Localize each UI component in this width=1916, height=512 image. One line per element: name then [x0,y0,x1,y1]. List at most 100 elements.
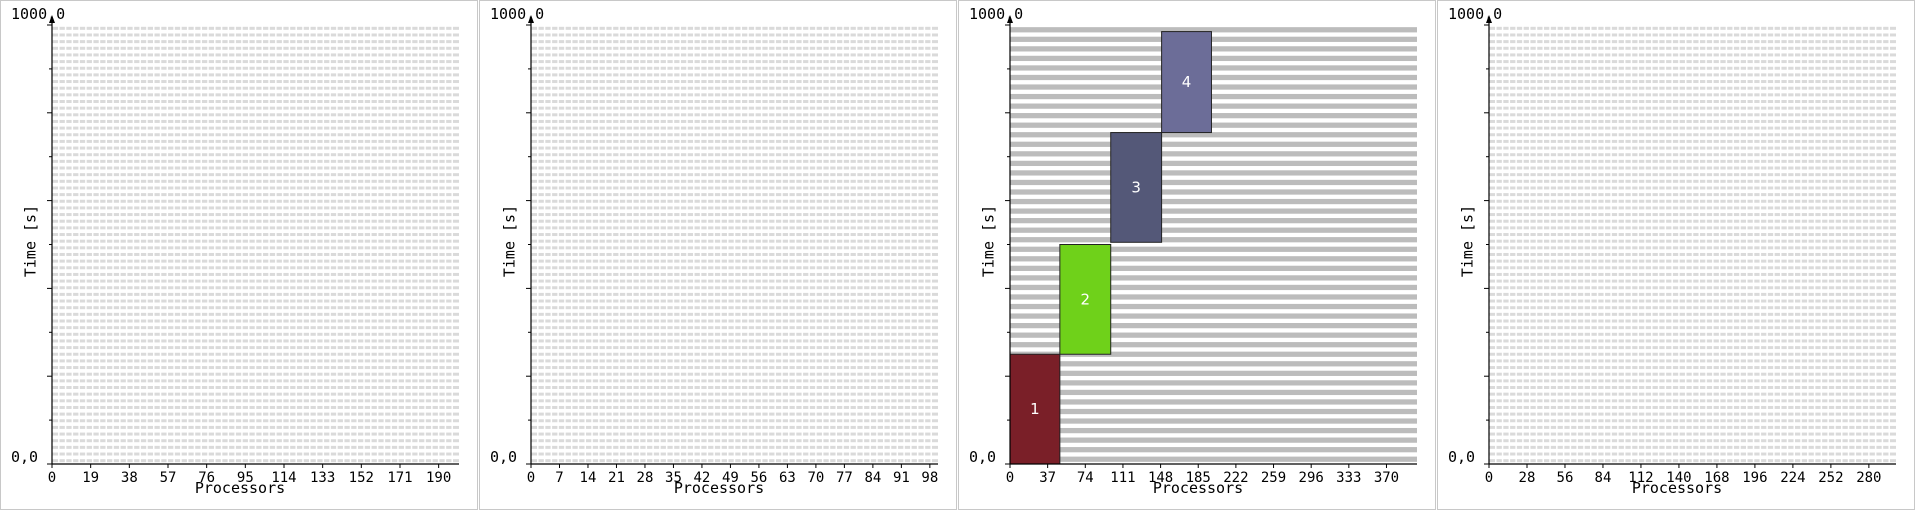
job-2-label: 2 [1081,290,1091,308]
x-tick-label: 98 [921,470,938,486]
x-axis-label: Processors [673,479,765,497]
x-tick-label: 171 [387,470,412,486]
chart-panel-1: 0 19 38 57 76 95 114 133 152 171 190 1000,0 0,0 Ti… [0,0,478,510]
background-stripe [1010,332,1417,338]
x-tick-label: 280 [1856,470,1881,486]
background-stripe [1010,189,1417,195]
x-tick-label: 84 [864,470,881,486]
background-stripe [1010,103,1417,109]
y-min-label: 0,0 [969,448,997,466]
y-axis-label: Time [s] [21,204,40,278]
background-stripes [531,25,938,464]
background-stripe [1010,284,1417,291]
chart-panel-2: 0 7 14 21 28 35 42 49 56 63 70 77 84 91 98 1000,0 0,0 … [479,0,957,510]
x-tick-label: 0 [1485,470,1493,486]
x-tick-label: 84 [1595,470,1612,486]
background-stripe [1010,265,1417,271]
background-stripe [1010,437,1417,443]
x-tick-label: 77 [836,470,853,486]
background-stripe [1010,179,1417,186]
x-axis-label: Processors [1152,479,1244,497]
job-4-label: 4 [1182,73,1192,91]
x-tick-label: 74 [1077,470,1094,486]
x-tick-label: 190 [426,470,451,486]
y-axis-arrow [1486,15,1492,23]
chart-svg-3: 1 2 3 4 0 37 74 111 148 185 222 259 296 333 370 [1005,15,1417,486]
background-stripe [1010,275,1417,281]
background-stripe [1010,456,1417,462]
x-tick-label: 14 [580,470,597,486]
x-tick-label: 333 [1336,470,1361,486]
x-tick-label: 56 [1557,470,1574,486]
background-stripe [1010,55,1417,62]
x-tick-label: 112 [1628,470,1653,486]
x-tick-label: 185 [1186,470,1211,486]
x-tick-label: 296 [1299,470,1324,486]
y-axis-arrow [49,15,55,23]
background-stripe [1010,342,1417,348]
x-tick-label: 0 [527,470,535,486]
x-tick-label: 370 [1374,470,1399,486]
background-stripe [1010,27,1417,33]
y-axis-arrow [1007,15,1013,23]
background-stripe [1010,65,1417,71]
x-tick-label: 95 [237,470,254,486]
x-tick-label: 35 [665,470,682,486]
x-axis-label: Processors [1631,479,1723,497]
x-tick-label: 56 [750,470,767,486]
y-axis-label: Time [s] [979,204,998,278]
background-stripe [1010,160,1417,167]
background-stripes [1489,25,1896,464]
background-stripe [1010,218,1417,224]
background-stripe [1010,380,1417,386]
x-tick-label: 222 [1223,470,1248,486]
x-tick-label: 57 [160,470,177,486]
x-tick-label: 42 [694,470,711,486]
x-tick-label: 148 [1148,470,1173,486]
x-tick-label: 91 [893,470,910,486]
x-tick-label: 0 [1006,470,1014,486]
background-stripe [1010,141,1417,147]
background-stripe [1010,370,1417,376]
background-stripe [1010,351,1417,357]
y-axis-label: Time [s] [1458,204,1477,278]
y-max-label: 1000,0 [969,5,1024,23]
background-stripe [1010,46,1417,52]
background-stripe [1010,399,1417,405]
background-stripes [52,25,459,464]
chart-svg-4: 0 28 56 84 112 140 168 196 224 252 280 [1484,15,1896,486]
background-stripe [1010,84,1417,90]
y-axis-arrow [528,15,534,23]
job-3-bar [1110,132,1163,243]
x-tick-label: 19 [82,470,99,486]
y-min-label: 0,0 [1448,448,1476,466]
background-stripe [1010,447,1417,453]
background-stripe [1010,227,1417,233]
background-stripe [1010,427,1417,434]
job-3-label: 3 [1131,178,1141,196]
x-tick-label: 0 [48,470,56,486]
x-tick-label: 133 [310,470,335,486]
x-tick-label: 38 [121,470,138,486]
chart-svg-2: 0 7 14 21 28 35 42 49 56 63 70 77 84 91 98 [526,15,938,486]
background-stripe [1010,408,1417,415]
x-tick-label: 63 [779,470,796,486]
chart-panel-4: 0 28 56 84 112 140 168 196 224 252 280 1000,0 0,0 … [1437,0,1915,510]
y-min-label: 0,0 [490,448,518,466]
y-max-label: 1000,0 [11,5,66,23]
x-tick-label: 152 [349,470,374,486]
x-tick-label: 28 [637,470,654,486]
background-stripe [1010,323,1417,329]
x-tick-label: 259 [1261,470,1286,486]
background-stripe [1010,113,1417,119]
background-stripe [1010,303,1417,310]
x-tick-label: 7 [555,470,563,486]
background-stripe [1010,313,1417,319]
x-tick-label: 140 [1666,470,1691,486]
background-stripes [1010,27,1417,462]
background-stripe [1010,208,1417,214]
y-max-label: 1000,0 [1448,5,1503,23]
x-tick-label: 111 [1110,470,1135,486]
x-tick-label: 70 [807,470,824,486]
background-stripe [1010,246,1417,252]
